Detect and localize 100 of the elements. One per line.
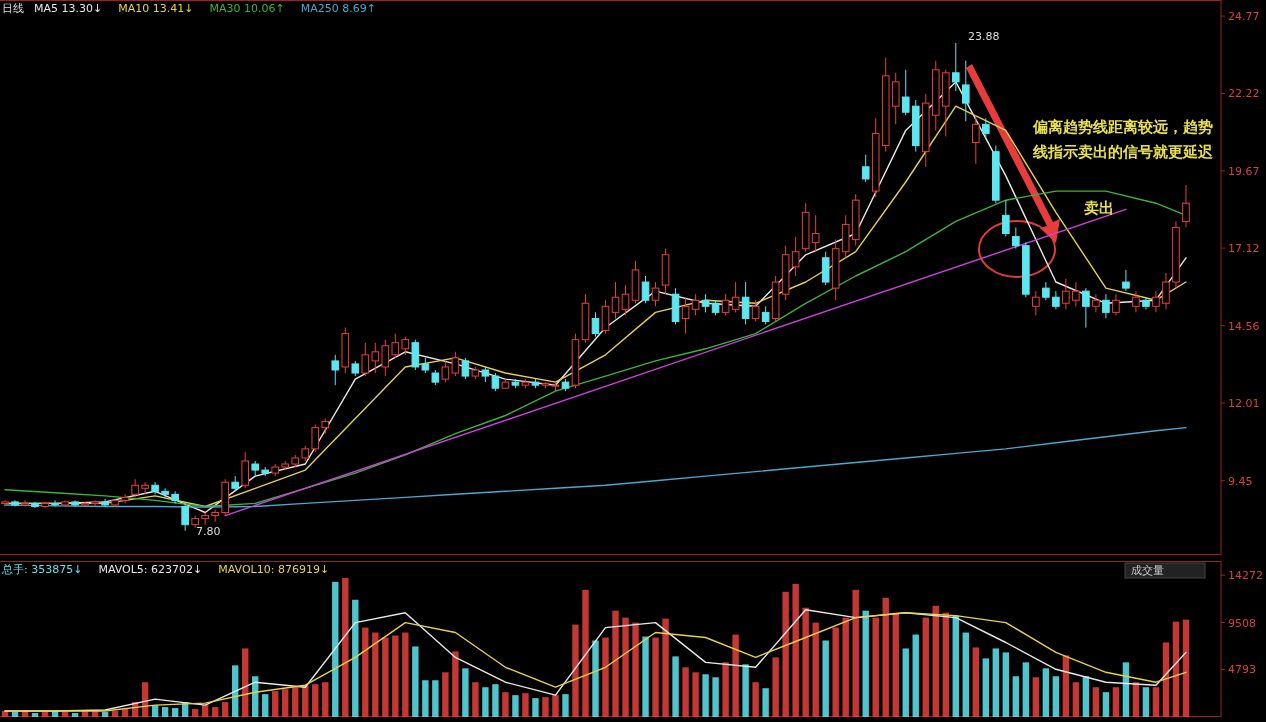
bar <box>282 689 289 717</box>
annotation: 成交量 <box>1131 564 1164 577</box>
bar <box>432 680 439 717</box>
bar <box>382 637 389 717</box>
bar <box>322 682 329 717</box>
bar <box>842 617 849 717</box>
bar <box>1162 642 1170 717</box>
candlestick <box>1152 290 1160 313</box>
bar <box>262 694 269 717</box>
bar <box>972 647 979 717</box>
bar <box>1082 676 1090 717</box>
chart-title: 日线 <box>2 2 24 15</box>
bar <box>442 672 449 717</box>
y-tick-label: 12.01 <box>1228 397 1260 411</box>
candlestick <box>972 114 980 165</box>
bar <box>672 656 679 717</box>
y-tick-label: 24.77 <box>1228 10 1260 24</box>
candlestick <box>331 354 340 386</box>
bar <box>1052 676 1060 717</box>
bar <box>942 612 949 717</box>
candlestick <box>751 299 760 322</box>
candlestick <box>391 333 400 359</box>
annotation: 偏离趋势线距离较远，趋势 <box>1032 118 1213 136</box>
bar <box>782 591 789 717</box>
bar <box>1182 619 1190 717</box>
bar <box>1022 662 1030 717</box>
candlestick <box>691 293 700 316</box>
text: 总手: 353875↓ <box>1 563 83 576</box>
bar <box>101 712 109 717</box>
bar <box>712 677 719 717</box>
bar <box>822 640 829 717</box>
bar <box>1092 687 1100 717</box>
text: MA10 13.41↓ <box>118 2 194 15</box>
bar <box>912 634 919 717</box>
candlestick <box>131 478 139 498</box>
bar <box>652 637 659 717</box>
bar <box>862 610 869 717</box>
bar <box>572 624 579 717</box>
bar <box>1002 652 1010 717</box>
bar <box>272 691 279 717</box>
candlestick <box>811 214 820 253</box>
candlestick <box>461 357 470 380</box>
bar <box>11 712 19 717</box>
bar <box>1072 682 1080 717</box>
bar <box>742 664 749 717</box>
bar <box>502 692 509 717</box>
bar <box>722 662 729 717</box>
bar <box>892 612 899 717</box>
bar <box>522 693 529 717</box>
bar <box>992 648 1000 717</box>
bar <box>392 635 399 717</box>
bar <box>732 634 739 717</box>
candlestick <box>181 502 189 532</box>
bar <box>1062 655 1070 717</box>
text: MAVOL10: 876919↓ <box>218 563 330 576</box>
bar <box>242 648 249 717</box>
candlestick <box>791 236 800 277</box>
bar <box>852 589 859 717</box>
bar <box>762 688 769 717</box>
candlestick <box>982 117 990 141</box>
bar <box>632 622 639 717</box>
candlestick <box>381 339 390 377</box>
bar <box>161 707 169 717</box>
bar <box>872 617 879 717</box>
bar <box>452 651 459 717</box>
bar <box>462 668 469 717</box>
bar <box>111 711 119 717</box>
candlestick <box>701 293 710 313</box>
bar <box>592 640 599 717</box>
bar <box>512 695 519 717</box>
bar <box>352 599 359 717</box>
bar <box>191 709 199 717</box>
candlestick <box>901 69 910 116</box>
candlestick <box>1122 269 1130 292</box>
y-tick-label: 9508 <box>1228 616 1256 630</box>
bar <box>1112 687 1120 717</box>
bar <box>812 622 819 717</box>
candlestick <box>1002 199 1010 238</box>
y-tick-label: 14.56 <box>1228 319 1260 333</box>
candlestick <box>91 499 99 507</box>
bar <box>171 708 179 717</box>
y-tick-label: 17.12 <box>1228 242 1260 256</box>
candlestick <box>401 336 410 356</box>
candlestick <box>161 487 169 498</box>
bar <box>1172 621 1180 717</box>
bar <box>211 707 219 717</box>
candlestick <box>1032 290 1040 316</box>
bar <box>602 637 609 717</box>
annotation: 23.88 <box>968 30 1000 43</box>
candlestick <box>741 281 750 326</box>
candlestick <box>491 372 500 392</box>
text: MA250 8.69↑ <box>300 2 376 15</box>
bar <box>482 687 489 717</box>
bar <box>702 674 709 717</box>
candlestick <box>651 281 660 307</box>
bar <box>962 632 969 717</box>
candlestick <box>621 284 630 316</box>
bar <box>422 680 429 717</box>
bar <box>932 605 939 717</box>
bar <box>342 577 349 717</box>
